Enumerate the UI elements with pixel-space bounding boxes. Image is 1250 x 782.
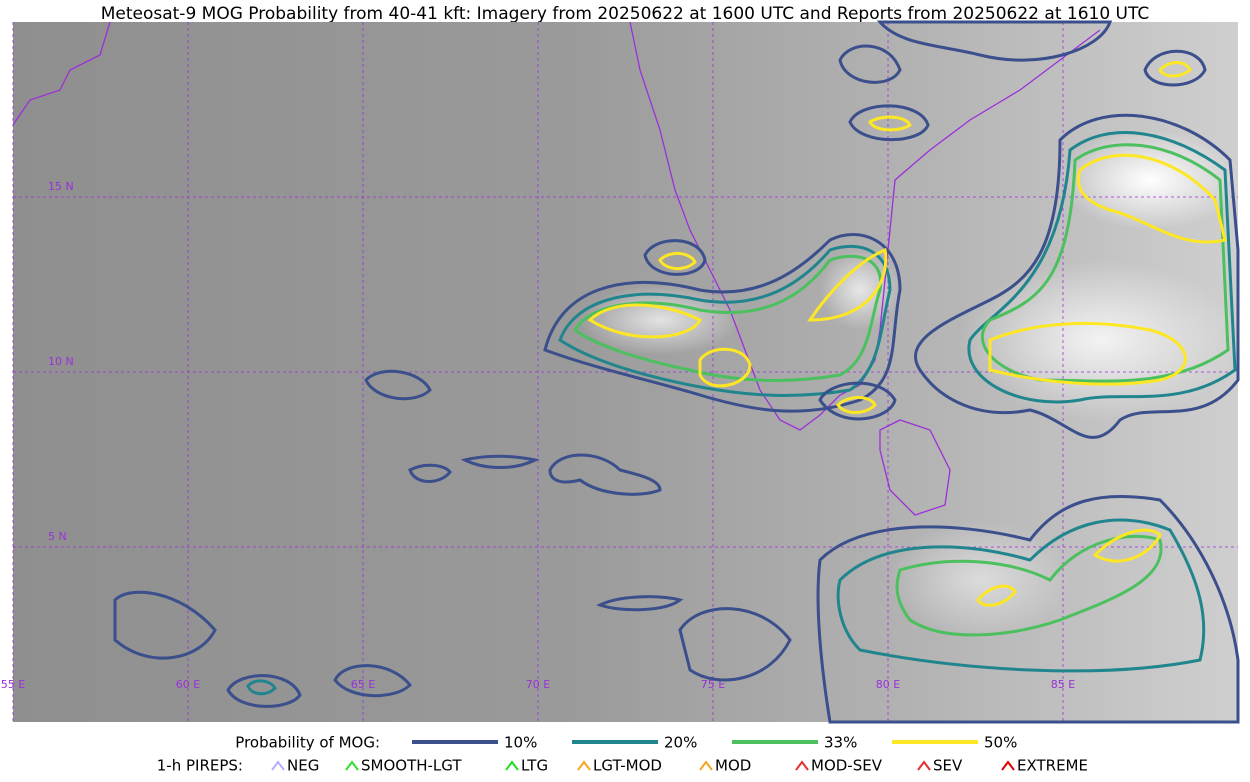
lon-label: 65 E <box>351 678 375 691</box>
mog-contours <box>113 20 1240 724</box>
bright-cloud <box>580 285 740 355</box>
lon-label: 85 E <box>1051 678 1075 691</box>
coastline <box>629 21 1101 431</box>
coastline <box>879 419 951 516</box>
bright-cloud <box>1060 130 1240 230</box>
legend-label: LTG <box>521 757 548 775</box>
legend-label: MOD <box>715 757 751 775</box>
pirep-symbol <box>577 760 591 771</box>
lon-label: 55 E <box>1 678 25 691</box>
legend-label: LGT-MOD <box>593 757 662 775</box>
legend-label: MOD-SEV <box>811 757 883 775</box>
map: 15 N10 N5 N55 E 60 E 65 E 70 E 75 E 80 E 85 E <box>1 20 1240 724</box>
lat-label: 5 N <box>48 530 67 543</box>
legend-label: SEV <box>933 757 963 775</box>
legend-title: Probability of MOG: <box>235 734 380 752</box>
pirep-symbol <box>1001 760 1015 771</box>
bright-cloud <box>820 250 900 330</box>
lon-label: 70 E <box>526 678 550 691</box>
legend-label: EXTREME <box>1017 757 1088 775</box>
legend-title: 1-h PIREPS: <box>157 757 243 775</box>
lat-label: 15 N <box>48 180 74 193</box>
pirep-symbol <box>271 760 285 771</box>
lat-label: 10 N <box>48 355 74 368</box>
legend-label: SMOOTH-LGT <box>361 757 462 775</box>
pirep-symbol <box>505 760 519 771</box>
pirep-symbol <box>917 760 931 771</box>
legend-label: 10% <box>504 734 537 752</box>
legend-label: 50% <box>984 734 1017 752</box>
lon-label: 60 E <box>176 678 200 691</box>
lon-label: 80 E <box>876 678 900 691</box>
coastline <box>12 21 111 126</box>
bright-cloud <box>890 520 1070 640</box>
legend-label: 33% <box>824 734 857 752</box>
pirep-symbol <box>699 760 713 771</box>
pirep-symbol <box>795 760 809 771</box>
legend-label: NEG <box>287 757 319 775</box>
legend: Probability of MOG: 1-h PIREPS: 10% 20% 33… <box>157 734 1088 775</box>
pirep-symbol <box>345 760 359 771</box>
legend-label: 20% <box>664 734 697 752</box>
title: Meteosat-9 MOG Probability from 40-41 kf… <box>101 4 1150 24</box>
graticule: 15 N10 N5 N55 E 60 E 65 E 70 E 75 E 80 E 85 E <box>1 22 1238 722</box>
